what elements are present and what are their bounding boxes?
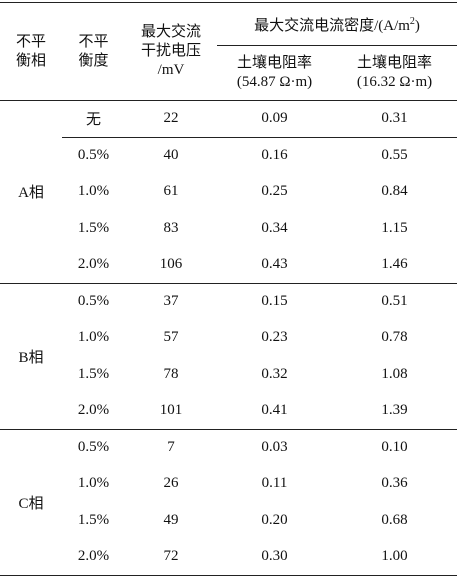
header-cell: 最大交流干扰电压/mV xyxy=(125,2,217,101)
table-row: 0.5% 40 0.16 0.55 xyxy=(0,137,457,174)
table-cell: 101 xyxy=(125,392,217,430)
table-cell: 0.68 xyxy=(381,511,408,528)
table-cell: 0.10 xyxy=(381,439,408,455)
table-cell: 0.30 xyxy=(217,538,332,576)
phase-cell: B相 xyxy=(0,283,62,430)
table-cell: 0.41 xyxy=(217,392,332,430)
header-text: 土壤电阻率 xyxy=(356,55,432,71)
table-cell: 1.15 xyxy=(381,219,408,236)
table-cell: 1.0% xyxy=(77,183,110,200)
table-cell: 0.84 xyxy=(381,183,408,200)
table-row: 2.0% 101 0.41 1.39 xyxy=(0,392,457,430)
table-cell: 83 xyxy=(163,219,179,236)
header-sup: 2 xyxy=(409,15,415,27)
table-row: 1.0% 57 0.23 0.78 xyxy=(0,320,457,357)
table-cell: 2.0% xyxy=(62,246,125,284)
table-row: 2.0% 106 0.43 1.46 xyxy=(0,246,457,284)
table-cell: 0.78 xyxy=(381,329,408,346)
header-text: 不平 xyxy=(15,33,46,50)
table-cell: 0.25 xyxy=(261,183,288,200)
table-row: 1.0% 26 0.11 0.36 xyxy=(0,466,457,503)
table-cell: 0.55 xyxy=(381,147,408,163)
table-cell: 0.5% xyxy=(77,293,110,309)
table-cell: 61 xyxy=(163,183,179,200)
table-cell: 0.51 xyxy=(381,293,408,309)
table-cell: 49 xyxy=(163,511,179,528)
table-row: A相无 22 0.09 0.31 xyxy=(0,100,457,284)
table-cell: 0.20 xyxy=(261,511,288,528)
table-row: 2.0% 72 0.30 1.00 xyxy=(0,538,457,576)
header-text: 干扰电压 xyxy=(140,43,201,59)
table-cell: 0.15 xyxy=(261,293,288,309)
table-cell: 0.32 xyxy=(261,365,288,382)
table-row: 1.5% 83 0.34 1.15 xyxy=(0,210,457,247)
header-text: ) xyxy=(414,17,420,34)
table-cell: 0.5% xyxy=(77,147,110,163)
table-cell: 1.46 xyxy=(332,246,457,284)
phase-cell: C相 xyxy=(0,429,62,576)
table-cell: 1.08 xyxy=(381,365,408,382)
table-row: C相 0.5% 7 0.03 0.10 xyxy=(0,429,457,576)
table-cell: 0.03 xyxy=(261,439,288,455)
table-cell: 26 xyxy=(163,475,179,492)
table-cell: 0.23 xyxy=(261,329,288,346)
table-cell: 1.5% xyxy=(77,511,110,528)
table-cell: 0.5% xyxy=(77,439,110,455)
table-cell: 7 xyxy=(167,439,175,455)
header-text: 衡度 xyxy=(78,52,109,69)
header-text: 最大交流 xyxy=(140,24,201,40)
table-header: 不平衡相 不平衡度 最大交流干扰电压/mV 最大交流电流密度/(A/m2) 土壤… xyxy=(0,2,457,101)
table-cell: 1.5% xyxy=(77,365,110,382)
table-cell: 57 xyxy=(163,329,179,346)
header-cell: 土壤电阻率 (16.32 Ω·m) xyxy=(332,45,457,101)
header-text: 最大交流电流密度/(A/m xyxy=(254,17,410,34)
header-cell: 不平 衡度 xyxy=(62,2,125,101)
table-cell: 1.00 xyxy=(332,538,457,576)
table-cell: 1.0% xyxy=(77,329,110,346)
table-cell: 0.43 xyxy=(217,246,332,284)
table-cell: 22 xyxy=(125,100,217,138)
table-row: 1.5% 49 0.20 0.68 xyxy=(0,502,457,539)
table-row: B相 0.5% 37 0.15 0.51 xyxy=(0,283,457,430)
table-body: A相无 22 0.09 0.31 0.5% 40 0.16 0.55 1.0% 61 0.25 0.8… xyxy=(0,100,457,576)
table-cell: 37 xyxy=(163,293,179,309)
phase-cell: A相 xyxy=(0,100,62,284)
header-text: (54.87 Ω·m) xyxy=(236,74,313,90)
table-cell: 1.39 xyxy=(332,392,457,430)
header-cell: 不平 衡相 xyxy=(0,2,62,101)
header-text: 不平 xyxy=(78,33,109,50)
table-cell: 0.31 xyxy=(332,100,457,138)
header-text: 衡相 xyxy=(15,52,46,69)
table-cell: 40 xyxy=(163,147,179,163)
table-cell: 106 xyxy=(125,246,217,284)
table-row: 1.0% 61 0.25 0.84 xyxy=(0,174,457,211)
header-text: /mV xyxy=(157,62,185,78)
table-cell: 0.36 xyxy=(381,475,408,492)
table-cell: 0.11 xyxy=(261,475,288,492)
table-cell: 0.34 xyxy=(261,219,288,236)
header-text: 土壤电阻率 xyxy=(236,55,312,71)
header-cell: 土壤电阻率 (54.87 Ω·m) xyxy=(217,45,332,101)
table-cell: 无 xyxy=(62,100,125,138)
table-cell: 1.5% xyxy=(77,219,110,236)
table-cell: 1.0% xyxy=(77,475,110,492)
header-cell: 最大交流电流密度/(A/m2) xyxy=(217,2,457,46)
table-cell: 0.09 xyxy=(217,100,332,138)
header-text: (16.32 Ω·m) xyxy=(356,74,433,90)
table-cell: 2.0% xyxy=(62,538,125,576)
table-cell: 78 xyxy=(163,365,179,382)
table-row: 1.5% 78 0.32 1.08 xyxy=(0,356,457,393)
table-cell: 72 xyxy=(125,538,217,576)
table-cell: 0.16 xyxy=(261,147,288,163)
table-cell: 2.0% xyxy=(62,392,125,430)
